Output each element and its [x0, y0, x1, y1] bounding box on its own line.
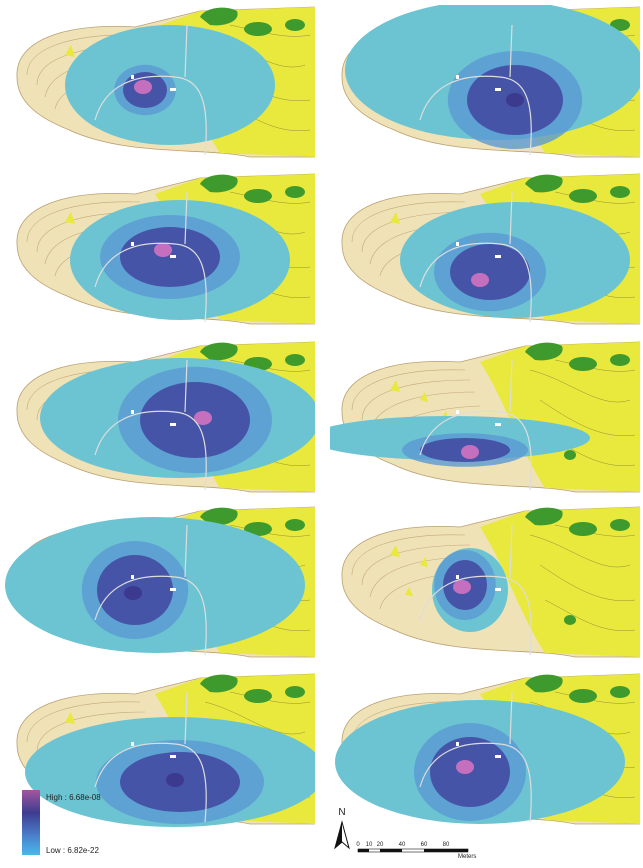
map-panel: [341, 506, 640, 658]
building: [495, 755, 501, 758]
scale-label: 0: [356, 842, 360, 848]
plume-core: [453, 580, 471, 594]
road: [419, 524, 532, 656]
scale-segment: [424, 849, 446, 852]
scale-label: 60: [421, 842, 428, 848]
building: [495, 255, 501, 258]
scale-unit: Meters: [458, 854, 476, 860]
panel-content: [341, 5, 640, 158]
building: [131, 410, 134, 414]
legend-low: Low : 6.82e-22: [46, 846, 99, 855]
plume-core: [166, 773, 184, 787]
panel-content: [341, 173, 640, 325]
map-panel: [16, 6, 315, 158]
building: [131, 742, 134, 746]
road: [419, 24, 532, 156]
plume-core: [134, 80, 152, 94]
panel-content: [341, 506, 640, 658]
road: [419, 691, 532, 823]
building: [170, 88, 176, 91]
building: [170, 755, 176, 758]
north-arrow-fill: [335, 822, 342, 848]
scale-segment: [358, 849, 369, 852]
building: [495, 88, 501, 91]
road: [94, 191, 207, 323]
scale-bar: 0 10 20 40 60 80 Meters: [356, 842, 476, 860]
building: [456, 75, 459, 79]
scale-segment: [380, 849, 402, 852]
map-panels: [5, 5, 640, 827]
building: [495, 423, 501, 426]
building: [170, 423, 176, 426]
building: [131, 242, 134, 246]
panel-content: [16, 173, 315, 325]
road: [419, 191, 532, 323]
map-panel: [16, 673, 315, 827]
map-panel: [16, 341, 315, 493]
legend-ramp: [22, 790, 40, 855]
map-panel: [341, 173, 640, 325]
legend: High : 6.68e-08 Low : 6.82e-22: [22, 790, 101, 855]
panel-content: [16, 341, 315, 493]
scale-label: 10: [366, 842, 373, 848]
building: [456, 742, 459, 746]
north-label: N: [338, 807, 345, 818]
map-panel: [5, 506, 315, 658]
scale-segment: [446, 849, 468, 852]
road: [94, 691, 207, 823]
panel-content: [16, 673, 315, 827]
panel-content: [335, 673, 640, 825]
plume-core: [154, 243, 172, 257]
building: [131, 575, 134, 579]
panel-content: [16, 6, 315, 158]
plume-core: [461, 445, 479, 459]
plume-core: [506, 93, 524, 107]
building: [170, 588, 176, 591]
building: [495, 588, 501, 591]
legend-high: High : 6.68e-08: [46, 793, 101, 802]
map-panel: [335, 673, 640, 825]
road: [94, 524, 207, 656]
road: [94, 359, 207, 491]
plume-core: [124, 586, 142, 600]
panel-content: [5, 506, 315, 658]
scale-label: 40: [399, 842, 406, 848]
building: [456, 575, 459, 579]
road: [419, 359, 532, 491]
north-arrow: N: [334, 807, 350, 850]
scale-label: 80: [443, 842, 450, 848]
map-panel: [330, 341, 640, 493]
road: [94, 24, 207, 156]
building: [456, 242, 459, 246]
map-panel: [16, 173, 315, 325]
building: [456, 410, 459, 414]
plume-inner: [450, 244, 530, 300]
map-panel: [341, 5, 640, 158]
scale-label: 20: [377, 842, 384, 848]
building: [131, 75, 134, 79]
plume-core: [471, 273, 489, 287]
plume-core: [194, 411, 212, 425]
plume-core: [456, 760, 474, 774]
panel-content: [330, 341, 640, 493]
building: [170, 255, 176, 258]
